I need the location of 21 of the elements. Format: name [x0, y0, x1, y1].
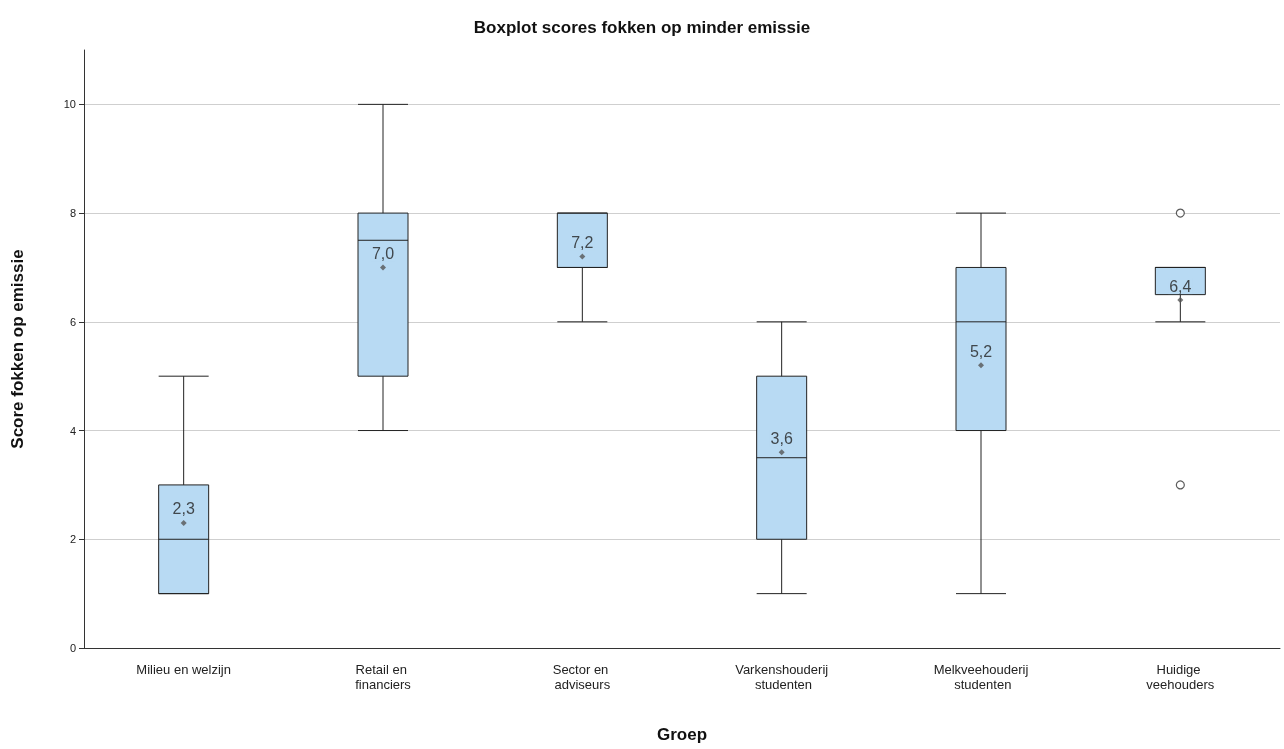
text: 5,2 [969, 342, 993, 360]
y-tick-label: 8 [69, 207, 76, 220]
y-axis-title: Score fokken op emissie [8, 249, 27, 449]
text: 6,4 [1169, 277, 1192, 295]
x-tick-label: Melkveehouderij studenten [933, 662, 1029, 692]
x-tick-label: Retail en financiers [355, 662, 412, 692]
y-tick-label: 4 [69, 424, 76, 437]
y-tick-label: 0 [69, 642, 76, 654]
x-tick-label: Varkenshouderij studenten [735, 662, 829, 692]
x-tick-label: Sector en adviseurs [552, 662, 612, 692]
text: 7,0 [371, 244, 395, 262]
text: 3,6 [770, 429, 793, 447]
chart-title: Boxplot scores fokken op minder emissie [473, 18, 811, 37]
y-tick-label: 6 [69, 315, 76, 328]
x-tick-label: Huidige veehouders [1146, 662, 1215, 692]
x-tick-label: Milieu en welzijn [136, 662, 231, 677]
text: 2,3 [172, 500, 195, 518]
y-tick-label: 10 [63, 98, 76, 111]
x-axis-title: Groep [656, 725, 708, 744]
text: 7,2 [571, 234, 594, 252]
y-tick-label: 2 [69, 533, 76, 546]
